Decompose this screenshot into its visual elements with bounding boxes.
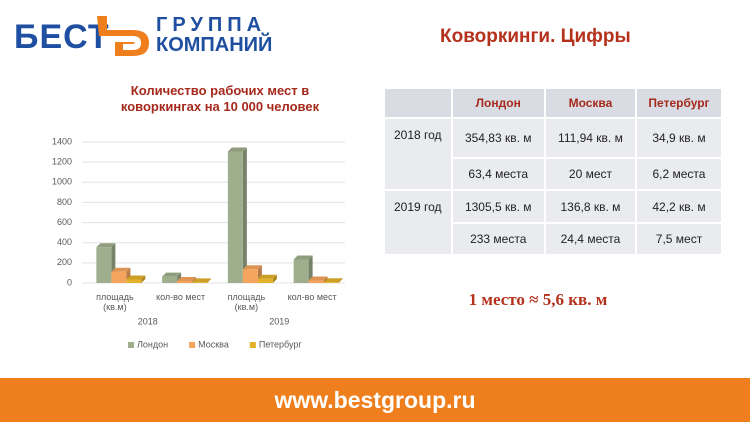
chart: 0 200 400 600 800 1000 1200 1400 2018 2019 Лондон М… — [52, 136, 345, 349]
y-tick-label: 1200 — [52, 157, 72, 167]
slide-title: Коворкинги. Цифры — [440, 26, 631, 47]
legend-swatch — [249, 342, 256, 348]
bar-top — [126, 275, 146, 280]
bar-side — [272, 274, 277, 283]
bar — [96, 247, 112, 283]
bar — [111, 271, 127, 283]
cell: 24,4 места — [543, 222, 637, 256]
cell: 34,9 кв. м — [634, 117, 724, 159]
bar-top — [227, 147, 247, 152]
bar-side — [141, 275, 146, 283]
footer: www.bestgroup.ru — [0, 378, 750, 422]
cell: 111,94 кв. м — [543, 117, 637, 159]
bar-top — [177, 276, 197, 281]
data-table: Лондон Москва Петербург 2018 год 354,83 … — [383, 87, 724, 256]
x-tick-label: кол-во мест — [156, 292, 206, 302]
bar — [242, 269, 258, 283]
chart-title: Количество рабочих мест в коворкингах на… — [120, 83, 320, 114]
group-label: 2019 — [269, 316, 289, 326]
bar-top — [308, 276, 328, 281]
logo-main: БЕСТ — [14, 18, 110, 56]
bar-side — [338, 278, 343, 283]
cell: 7,5 мест — [634, 222, 724, 256]
y-tick-label: 1400 — [52, 136, 72, 146]
bar — [162, 276, 178, 283]
logo-top: ГРУППА — [156, 14, 267, 36]
note: 1 место ≈ 5,6 кв. м — [468, 290, 608, 309]
bar — [192, 282, 208, 283]
bar — [323, 282, 339, 283]
bar — [177, 280, 193, 283]
y-tick-label: 200 — [57, 257, 72, 267]
bar-top — [96, 243, 116, 248]
cell: 1305,5 кв. м — [450, 189, 546, 224]
bar — [293, 259, 309, 283]
cell: 20 мест — [543, 157, 637, 191]
table-header: Петербург — [634, 87, 724, 119]
group-label: 2018 — [138, 316, 158, 326]
bar — [308, 280, 324, 283]
bar-top — [293, 255, 313, 260]
y-tick-label: 0 — [67, 277, 72, 287]
cell: 63,4 места — [450, 157, 546, 191]
bar-top — [242, 265, 262, 270]
bar-side — [308, 255, 313, 283]
table-corner — [383, 87, 453, 119]
logo-mark — [97, 16, 149, 56]
bar-top — [257, 274, 277, 279]
cell: 136,8 кв. м — [543, 189, 637, 224]
y-tick-label: 400 — [57, 237, 72, 247]
legend-label: Петербург — [259, 339, 303, 349]
legend-label: Лондон — [137, 339, 168, 349]
table-header: Лондон — [450, 87, 546, 119]
bar-side — [207, 278, 212, 283]
x-tick-label: кол-во мест — [287, 292, 337, 302]
y-tick-label: 600 — [57, 217, 72, 227]
year-cell: 2018 год — [383, 117, 453, 191]
legend-label: Москва — [198, 339, 229, 349]
legend-swatch — [189, 342, 196, 348]
bar-top — [192, 278, 212, 283]
logo-bottom: КОМПАНИЙ — [156, 34, 273, 56]
bar — [257, 278, 273, 283]
cell: 6,2 места — [634, 157, 724, 191]
bar-top — [323, 278, 343, 283]
legend-swatch — [128, 342, 134, 348]
x-tick-label: площадь (кв.м) — [227, 292, 266, 312]
bar-top — [111, 267, 131, 272]
year-cell: 2019 год — [383, 189, 453, 256]
x-tick-label: площадь (кв.м) — [96, 292, 134, 312]
bar — [227, 151, 243, 283]
table-header: Москва — [543, 87, 637, 119]
bar-side — [242, 147, 247, 283]
bar — [126, 279, 142, 283]
cell: 42,2 кв. м — [634, 189, 724, 224]
y-tick-label: 1000 — [52, 177, 72, 187]
cell: 233 места — [450, 222, 546, 256]
cell: 354,83 кв. м — [450, 117, 546, 159]
y-tick-label: 800 — [57, 197, 72, 207]
bar-top — [162, 272, 182, 277]
